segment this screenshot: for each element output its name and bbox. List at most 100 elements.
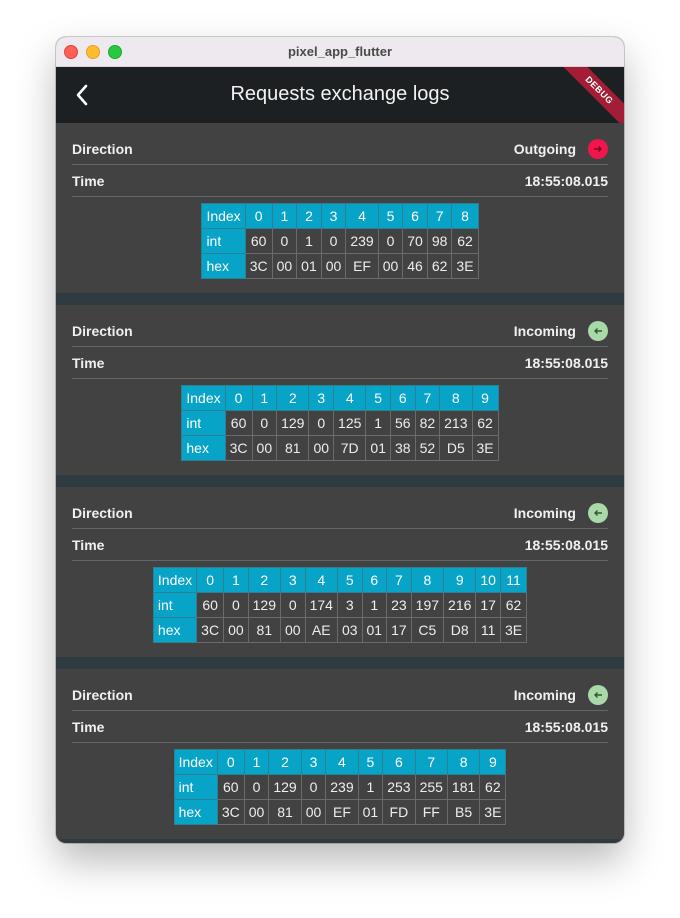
hex-cell: C5 — [410, 617, 445, 643]
index-cell: 7 — [414, 749, 448, 775]
chevron-left-icon — [76, 84, 88, 106]
int-cell: 60 — [216, 774, 245, 800]
arrow-left-icon — [588, 502, 608, 523]
int-cell: 239 — [345, 228, 379, 254]
direction-label: Direction — [72, 504, 133, 521]
index-cell: 7 — [414, 385, 441, 411]
int-cell: 82 — [414, 410, 441, 436]
int-cell: 62 — [451, 228, 479, 254]
int-cell: 0 — [223, 592, 249, 618]
index-cell: 2 — [276, 385, 310, 411]
close-window-button[interactable] — [64, 45, 78, 59]
direction-value-group: Incoming — [514, 320, 608, 341]
log-card: Direction Incoming Time 18:55:08.015 Index 0 1… — [56, 487, 624, 657]
hex-row-label: hex — [152, 617, 198, 643]
index-cell: 6 — [382, 749, 416, 775]
int-cell: 0 — [300, 774, 327, 800]
index-cell: 11 — [499, 567, 528, 593]
hex-cell: 81 — [268, 799, 302, 825]
direction-value: Incoming — [513, 686, 576, 703]
index-cell: 0 — [196, 567, 225, 593]
index-cell: 6 — [389, 385, 416, 411]
int-cell: 253 — [382, 774, 416, 800]
direction-row: Direction Incoming — [72, 315, 608, 347]
hex-cell: 01 — [357, 799, 384, 825]
int-cell: 62 — [471, 410, 499, 436]
index-cell: 6 — [361, 567, 388, 593]
hex-row: hex 3C 00 81 00 AE 03 01 17 C5 D8 11 3E — [152, 617, 528, 643]
index-cell: 10 — [475, 567, 501, 593]
hex-cell: 01 — [365, 435, 391, 461]
int-cell: 98 — [426, 228, 453, 254]
hex-cell: 3C — [244, 253, 273, 279]
hex-row-label: hex — [173, 799, 218, 825]
back-button[interactable] — [68, 81, 96, 109]
int-row-label: int — [173, 774, 218, 800]
hex-cell: B5 — [446, 799, 481, 825]
hex-cell: 3C — [224, 435, 253, 461]
direction-value-group: Outgoing — [514, 138, 608, 159]
hex-cell: 62 — [426, 253, 453, 279]
time-label: Time — [72, 718, 105, 735]
hex-row-label: hex — [201, 253, 246, 279]
int-cell: 23 — [386, 592, 412, 618]
bytes-table: Index 0 1 2 3 4 5 6 7 8 int 60 0 1 0 239 0 70 98 62 hex 3C 00 0… — [201, 203, 479, 279]
logs-list[interactable]: Direction Outgoing Time 18:55:08.015 Index 0 1… — [56, 123, 624, 843]
hex-cell: 00 — [271, 253, 298, 279]
int-cell: 62 — [479, 774, 507, 800]
int-cell: 1 — [357, 774, 384, 800]
hex-cell: 3E — [451, 253, 479, 279]
hex-cell: 52 — [414, 435, 441, 461]
time-value: 18:55:08.015 — [524, 718, 608, 735]
hex-cell: FF — [414, 799, 448, 825]
index-cell: 8 — [451, 203, 479, 229]
hex-row: hex 3C 00 81 00 7D 01 38 52 D5 3E — [181, 435, 499, 461]
int-cell: 0 — [280, 592, 306, 618]
minimize-window-button[interactable] — [86, 45, 100, 59]
int-cell: 0 — [243, 774, 270, 800]
hex-cell: EF — [325, 799, 359, 825]
int-row: int 60 0 129 0 239 1 253 255 181 62 — [173, 774, 507, 800]
int-row-label: int — [152, 592, 198, 618]
direction-label: Direction — [72, 686, 133, 703]
int-cell: 129 — [268, 774, 302, 800]
zoom-window-button[interactable] — [108, 45, 122, 59]
int-row: int 60 0 1 0 239 0 70 98 62 — [201, 228, 479, 254]
index-row-label: Index — [173, 749, 218, 775]
traffic-lights — [64, 45, 122, 59]
index-cell: 8 — [439, 385, 473, 411]
index-cell: 1 — [223, 567, 249, 593]
index-cell: 0 — [216, 749, 245, 775]
bytes-table-wrap: Index 0 1 2 3 4 5 6 7 8 9 10 11 int 60 0 129 0 174 3 1 23 197 2… — [72, 567, 608, 643]
hex-row-label: hex — [181, 435, 226, 461]
index-row-label: Index — [152, 567, 198, 593]
bytes-table: Index 0 1 2 3 4 5 6 7 8 9 10 11 int 60 0 129 0 174 3 1 23 197 2… — [152, 567, 528, 643]
hex-cell: 81 — [247, 617, 282, 643]
direction-value-group: Incoming — [513, 684, 608, 705]
bytes-table-wrap: Index 0 1 2 3 4 5 6 7 8 9 int 60 0 129 0 239 1 253 255 181 62… — [72, 749, 608, 825]
hex-cell: 00 — [243, 799, 270, 825]
int-cell: 239 — [325, 774, 359, 800]
window-titlebar: pixel_app_flutter — [56, 37, 624, 67]
hex-cell: 00 — [223, 617, 249, 643]
hex-cell: 03 — [336, 617, 363, 643]
index-cell: 2 — [296, 203, 322, 229]
bytes-table-wrap: Index 0 1 2 3 4 5 6 7 8 9 int 60 0 129 0 125 1 56 82 213 62 he… — [72, 385, 608, 461]
int-cell: 60 — [224, 410, 253, 436]
hex-cell: 81 — [276, 435, 310, 461]
bytes-table-wrap: Index 0 1 2 3 4 5 6 7 8 int 60 0 1 0 239 0 70 98 62 hex 3C 00 0… — [72, 203, 608, 279]
hex-cell: 00 — [251, 435, 278, 461]
hex-cell: 00 — [377, 253, 404, 279]
hex-cell: EF — [345, 253, 379, 279]
int-cell: 0 — [308, 410, 335, 436]
hex-cell: FD — [382, 799, 416, 825]
int-row: int 60 0 129 0 174 3 1 23 197 216 17 62 — [152, 592, 528, 618]
index-cell: 1 — [251, 385, 278, 411]
int-cell: 129 — [276, 410, 310, 436]
time-row: Time 18:55:08.015 — [72, 529, 608, 561]
int-cell: 3 — [336, 592, 363, 618]
int-cell: 56 — [389, 410, 416, 436]
int-cell: 0 — [320, 228, 347, 254]
int-cell: 197 — [410, 592, 445, 618]
int-cell: 1 — [361, 592, 388, 618]
